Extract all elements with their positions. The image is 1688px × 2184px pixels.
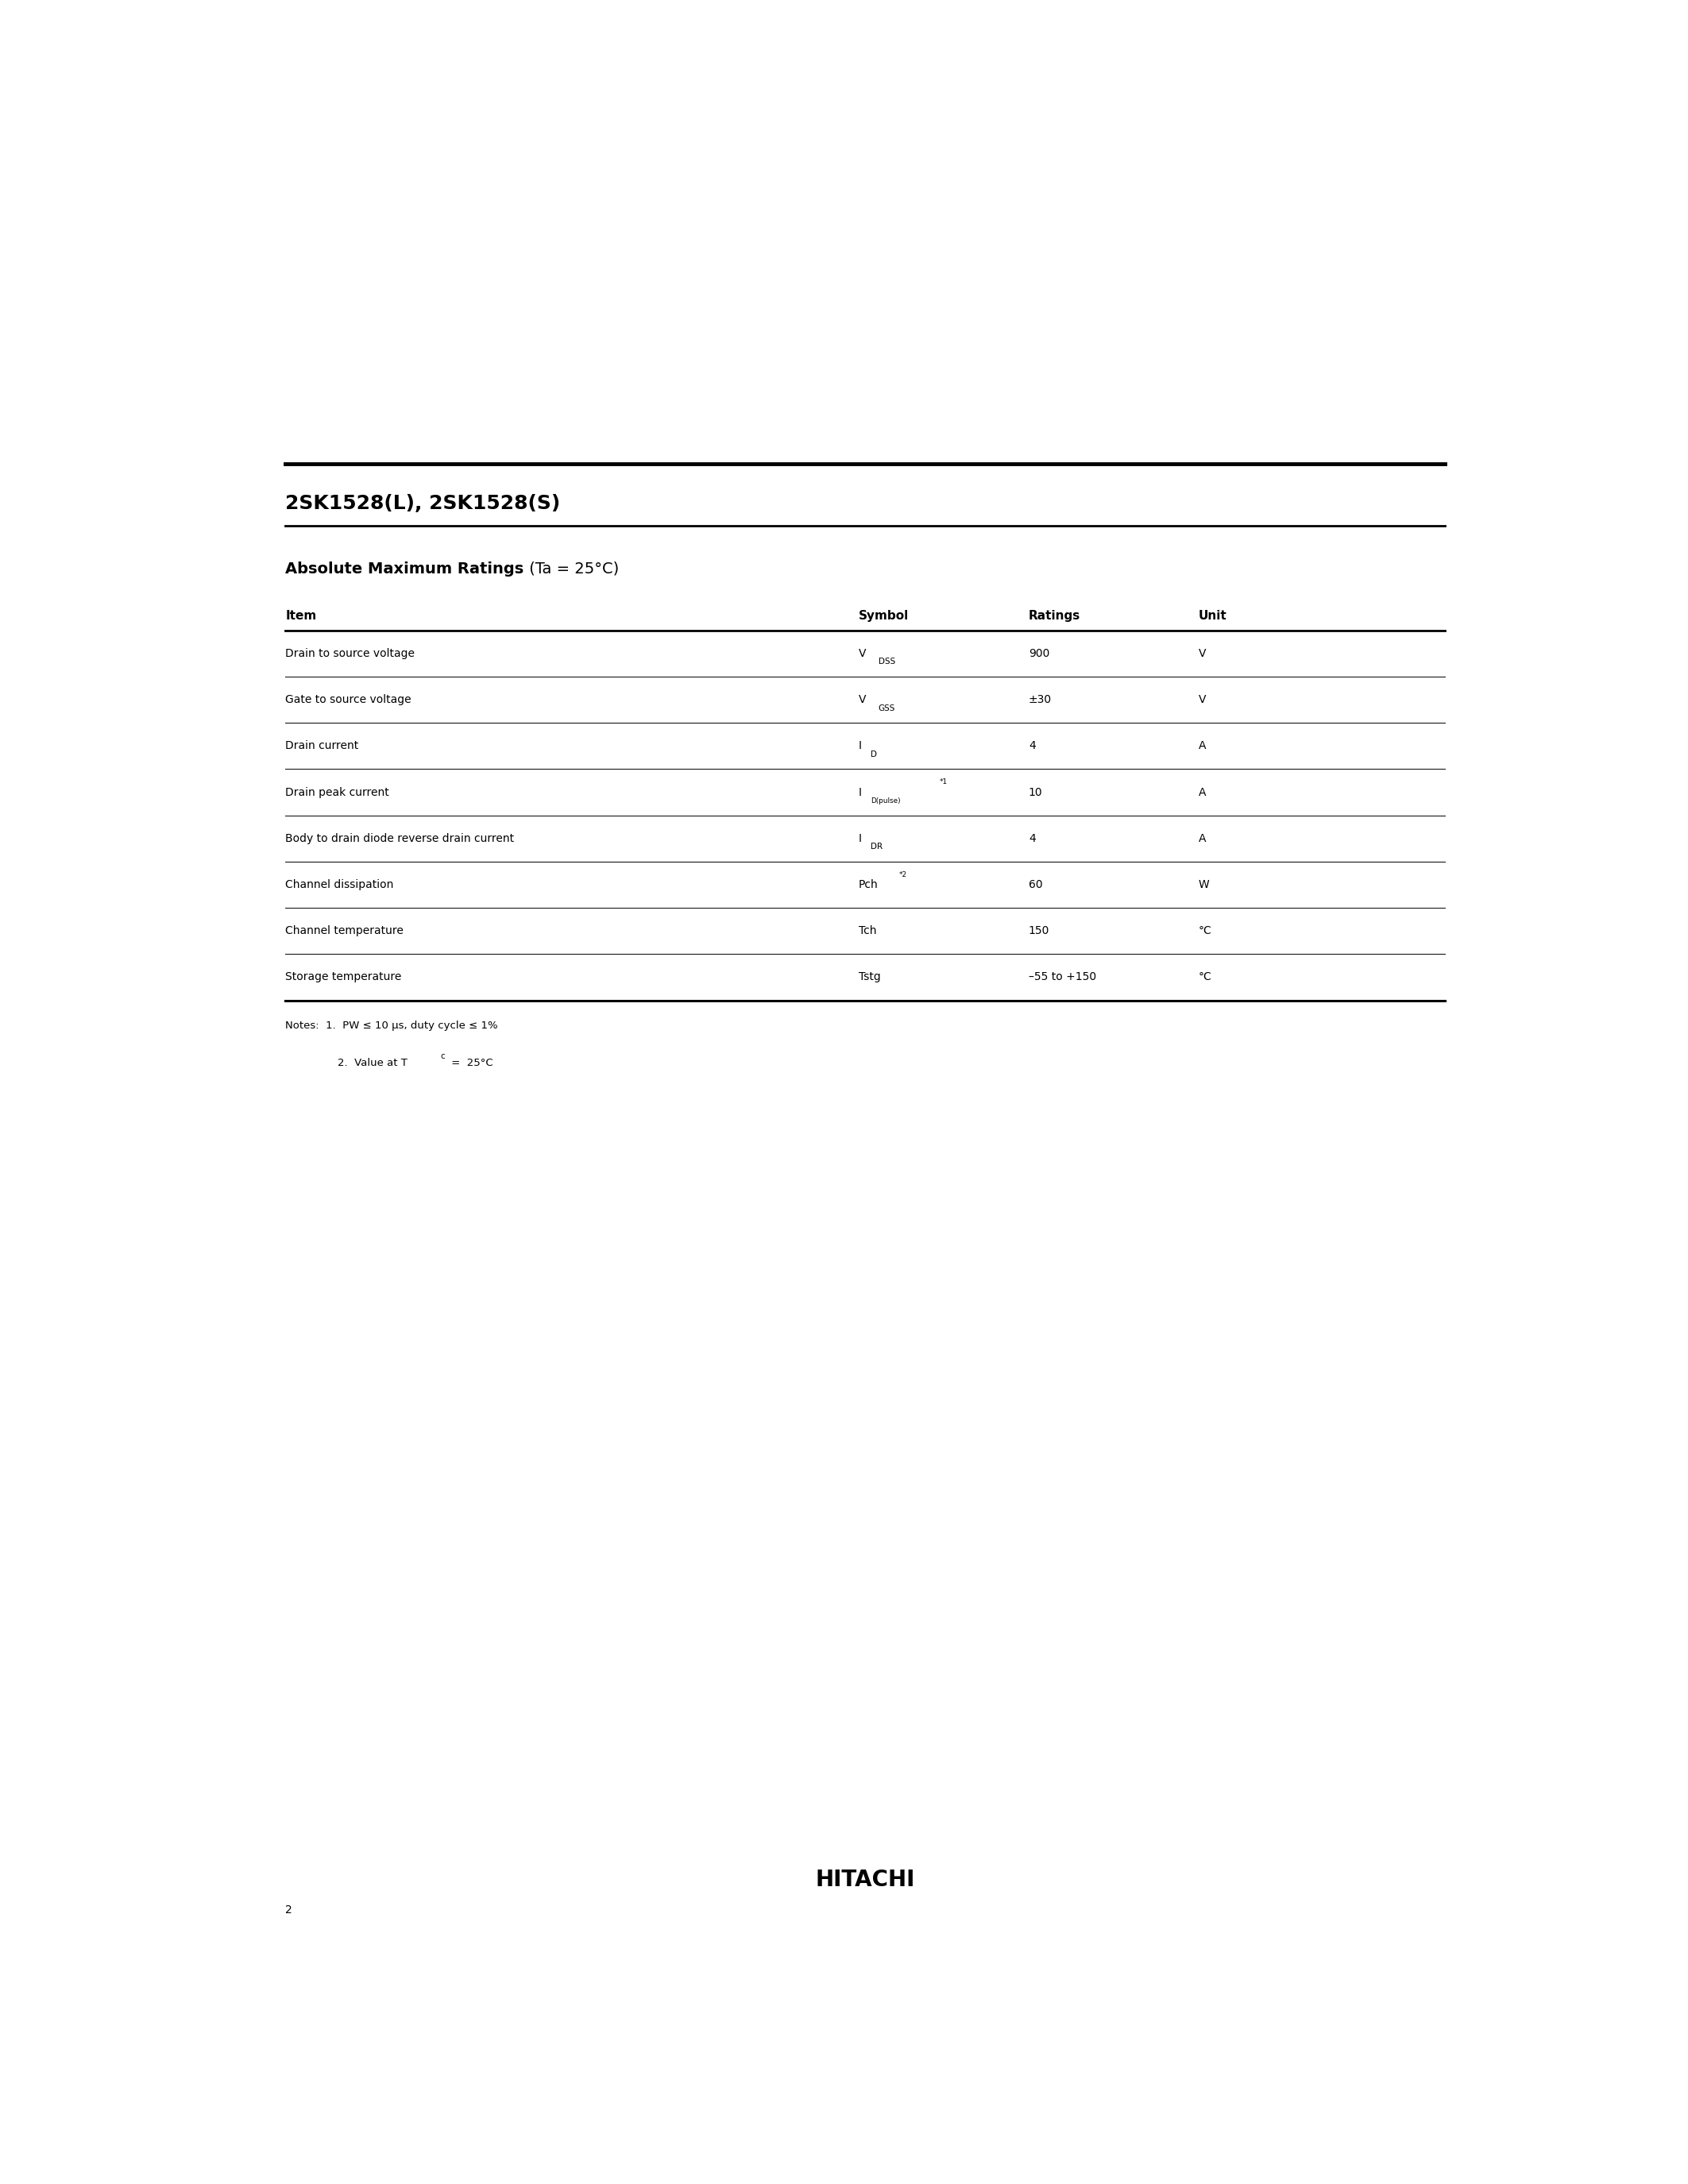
Text: Storage temperature: Storage temperature — [285, 972, 402, 983]
Text: Drain current: Drain current — [285, 740, 360, 751]
Text: Tstg: Tstg — [859, 972, 881, 983]
Text: c: c — [441, 1053, 446, 1061]
Text: W: W — [1198, 880, 1210, 891]
Text: *2: *2 — [900, 871, 906, 878]
Text: I: I — [859, 740, 863, 751]
Text: 4: 4 — [1028, 832, 1035, 843]
Text: I: I — [859, 786, 863, 797]
Text: 4: 4 — [1028, 740, 1035, 751]
Text: A: A — [1198, 786, 1207, 797]
Text: Symbol: Symbol — [859, 609, 908, 622]
Text: =  25°C: = 25°C — [447, 1057, 493, 1068]
Text: V: V — [859, 695, 866, 705]
Text: °C: °C — [1198, 926, 1212, 937]
Text: Notes:  1.  PW ≤ 10 μs, duty cycle ≤ 1%: Notes: 1. PW ≤ 10 μs, duty cycle ≤ 1% — [285, 1020, 498, 1031]
Text: 150: 150 — [1028, 926, 1050, 937]
Text: Gate to source voltage: Gate to source voltage — [285, 695, 412, 705]
Text: Ratings: Ratings — [1028, 609, 1080, 622]
Text: V: V — [859, 649, 866, 660]
Text: 2: 2 — [285, 1904, 292, 1915]
Text: A: A — [1198, 832, 1207, 843]
Text: Tch: Tch — [859, 926, 876, 937]
Text: 900: 900 — [1028, 649, 1050, 660]
Text: Channel temperature: Channel temperature — [285, 926, 403, 937]
Text: Unit: Unit — [1198, 609, 1227, 622]
Text: (Ta = 25°C): (Ta = 25°C) — [523, 561, 619, 577]
Text: ±30: ±30 — [1028, 695, 1052, 705]
Text: Channel dissipation: Channel dissipation — [285, 880, 393, 891]
Text: V: V — [1198, 695, 1207, 705]
Text: D: D — [871, 751, 876, 758]
Text: –55 to +150: –55 to +150 — [1028, 972, 1096, 983]
Text: Pch: Pch — [859, 880, 878, 891]
Text: *1: *1 — [940, 778, 947, 786]
Text: Drain to source voltage: Drain to source voltage — [285, 649, 415, 660]
Text: DSS: DSS — [878, 657, 895, 666]
Text: 2SK1528(L), 2SK1528(S): 2SK1528(L), 2SK1528(S) — [285, 494, 560, 513]
Text: A: A — [1198, 740, 1207, 751]
Text: °C: °C — [1198, 972, 1212, 983]
Text: Absolute Maximum Ratings: Absolute Maximum Ratings — [285, 561, 523, 577]
Text: HITACHI: HITACHI — [815, 1870, 915, 1891]
Text: Body to drain diode reverse drain current: Body to drain diode reverse drain curren… — [285, 832, 515, 843]
Text: Item: Item — [285, 609, 317, 622]
Text: I: I — [859, 832, 863, 843]
Text: DR: DR — [871, 843, 883, 852]
Text: 60: 60 — [1028, 880, 1043, 891]
Text: Drain peak current: Drain peak current — [285, 786, 390, 797]
Text: D(pulse): D(pulse) — [871, 797, 900, 804]
Text: GSS: GSS — [878, 703, 895, 712]
Text: 10: 10 — [1028, 786, 1043, 797]
Text: 2.  Value at T: 2. Value at T — [338, 1057, 408, 1068]
Text: V: V — [1198, 649, 1207, 660]
